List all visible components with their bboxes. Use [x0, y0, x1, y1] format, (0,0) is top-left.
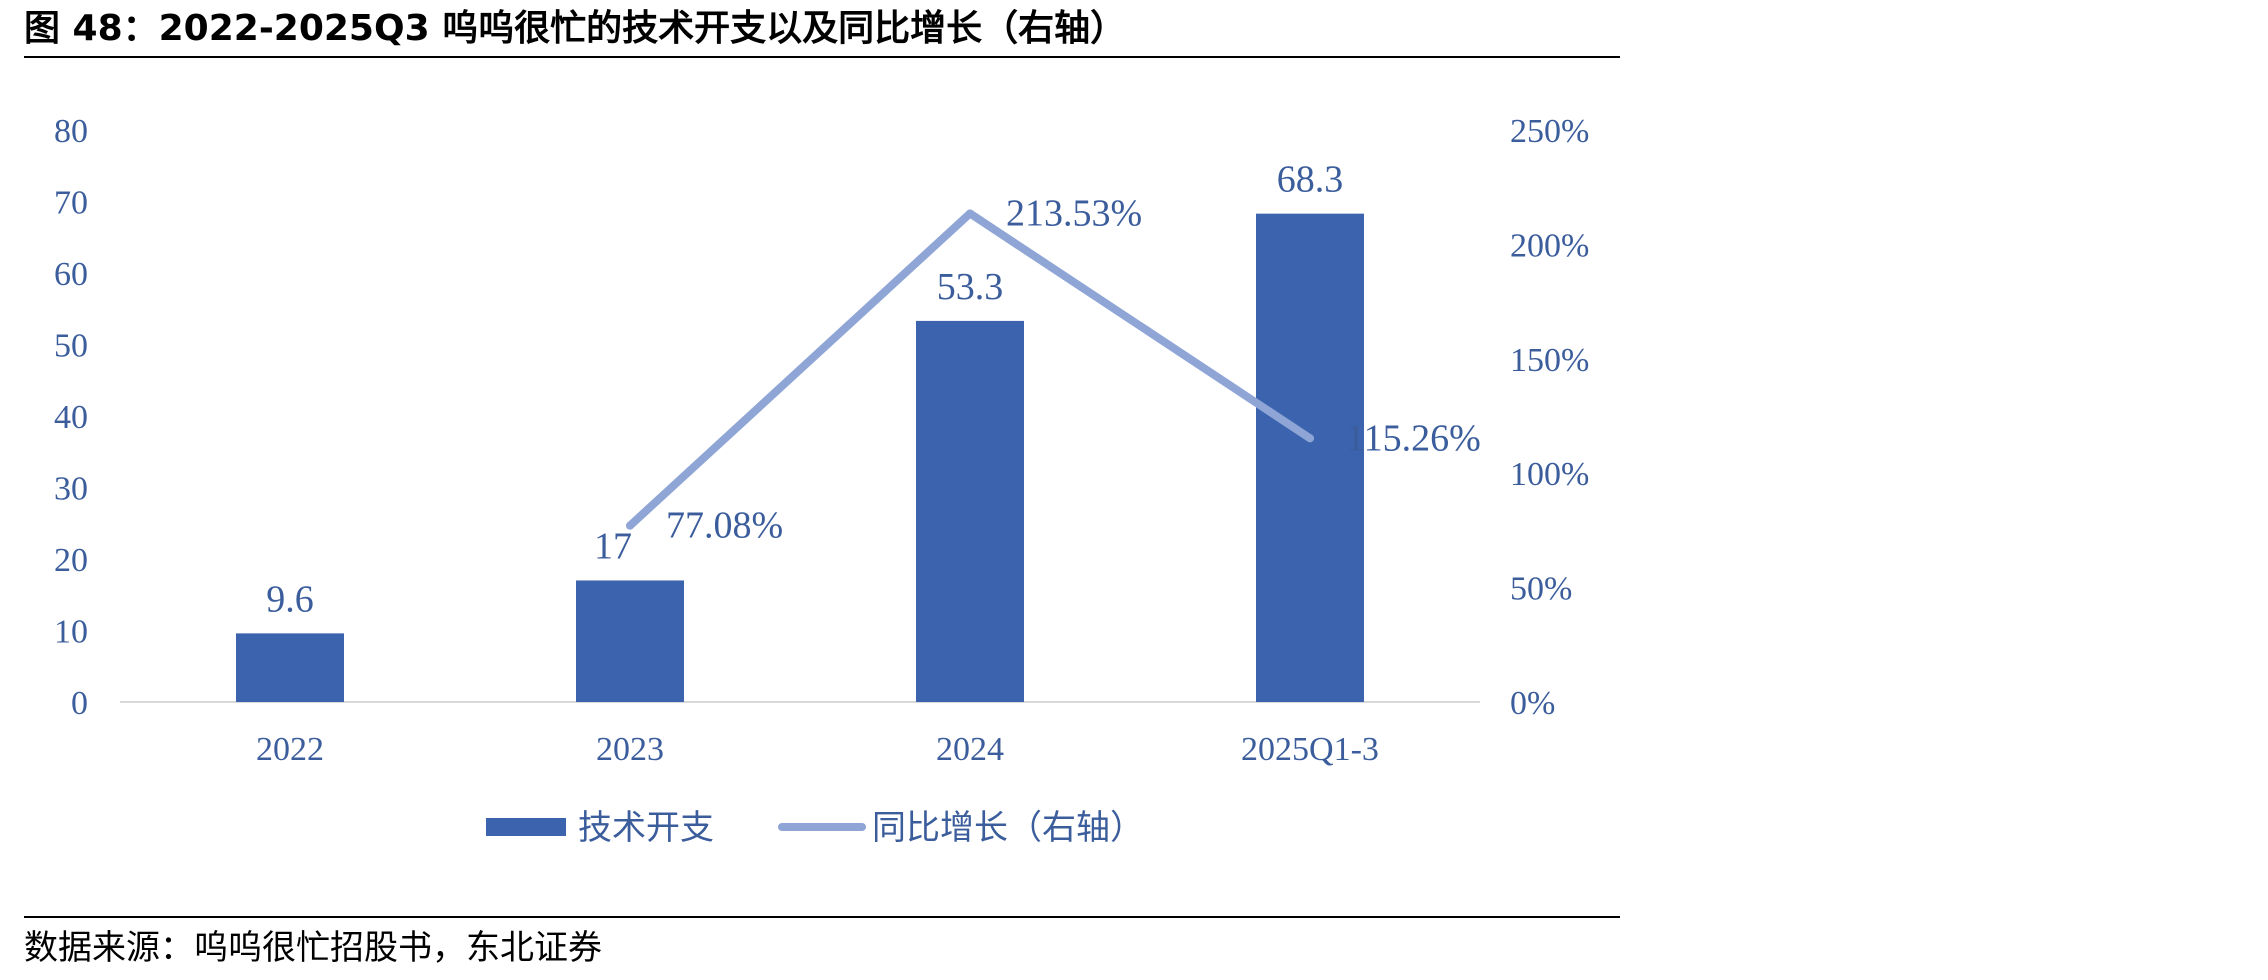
left-axis-tick-label: 80 — [54, 113, 88, 150]
bar — [576, 580, 684, 702]
right-axis-tick-label: 250% — [1510, 113, 1589, 150]
line-data-label: 115.26% — [1346, 417, 1481, 459]
bar — [1256, 213, 1364, 702]
left-axis-tick-label: 10 — [54, 614, 88, 651]
bar-data-label: 17 — [594, 525, 632, 567]
left-axis-tick-label: 0 — [71, 685, 88, 722]
right-axis-tick-label: 150% — [1510, 342, 1589, 379]
left-axis: 0 10 20 30 40 50 60 70 80 — [54, 113, 88, 722]
left-axis-tick-label: 70 — [54, 185, 88, 222]
bar-series: 9.6 17 53.3 68.3 — [236, 159, 1364, 702]
legend-bar-swatch — [486, 818, 566, 836]
left-axis-tick-label: 30 — [54, 471, 88, 508]
bar-data-label: 68.3 — [1277, 159, 1344, 201]
legend-line-label: 同比增长（右轴） — [872, 808, 1144, 848]
right-axis-tick-label: 50% — [1510, 571, 1572, 608]
left-axis-tick-label: 60 — [54, 256, 88, 293]
x-axis-tick-label: 2024 — [936, 731, 1004, 768]
legend-bar-label: 技术开支 — [578, 808, 714, 848]
figure-title: 图 48：2022-2025Q3 呜呜很忙的技术开支以及同比增长（右轴） — [24, 8, 1127, 49]
right-axis-tick-label: 100% — [1510, 456, 1589, 493]
line-point — [1306, 434, 1314, 443]
right-axis: 0% 50% 100% 150% 200% 250% — [1510, 113, 1589, 722]
bar — [236, 633, 344, 702]
x-axis-tick-label: 2022 — [256, 731, 324, 768]
left-axis-tick-label: 40 — [54, 399, 88, 436]
x-axis-tick-label: 2023 — [596, 731, 664, 768]
x-axis-tick-label: 2025Q1-3 — [1241, 731, 1379, 768]
bar-data-label: 53.3 — [937, 266, 1004, 308]
bar — [916, 320, 1024, 702]
source-rule — [24, 916, 1620, 918]
right-axis-tick-label: 0% — [1510, 685, 1555, 722]
left-axis-tick-label: 20 — [54, 542, 88, 579]
bar-data-label: 9.6 — [266, 578, 314, 620]
legend: 技术开支 同比增长（右轴） — [486, 808, 1144, 848]
right-axis-tick-label: 200% — [1510, 227, 1589, 264]
line-point — [966, 209, 974, 218]
line-data-label: 77.08% — [666, 505, 783, 547]
line-data-label: 213.53% — [1006, 192, 1142, 234]
line-point — [626, 521, 634, 530]
source-note: 数据来源：呜呜很忙招股书，东北证券 — [24, 928, 602, 968]
line-series: 77.08% 213.53% 115.26% — [626, 192, 1481, 547]
left-axis-tick-label: 50 — [54, 328, 88, 365]
x-axis-ticks: 2022 2023 2024 2025Q1-3 — [256, 731, 1379, 768]
title-rule — [24, 56, 1620, 58]
